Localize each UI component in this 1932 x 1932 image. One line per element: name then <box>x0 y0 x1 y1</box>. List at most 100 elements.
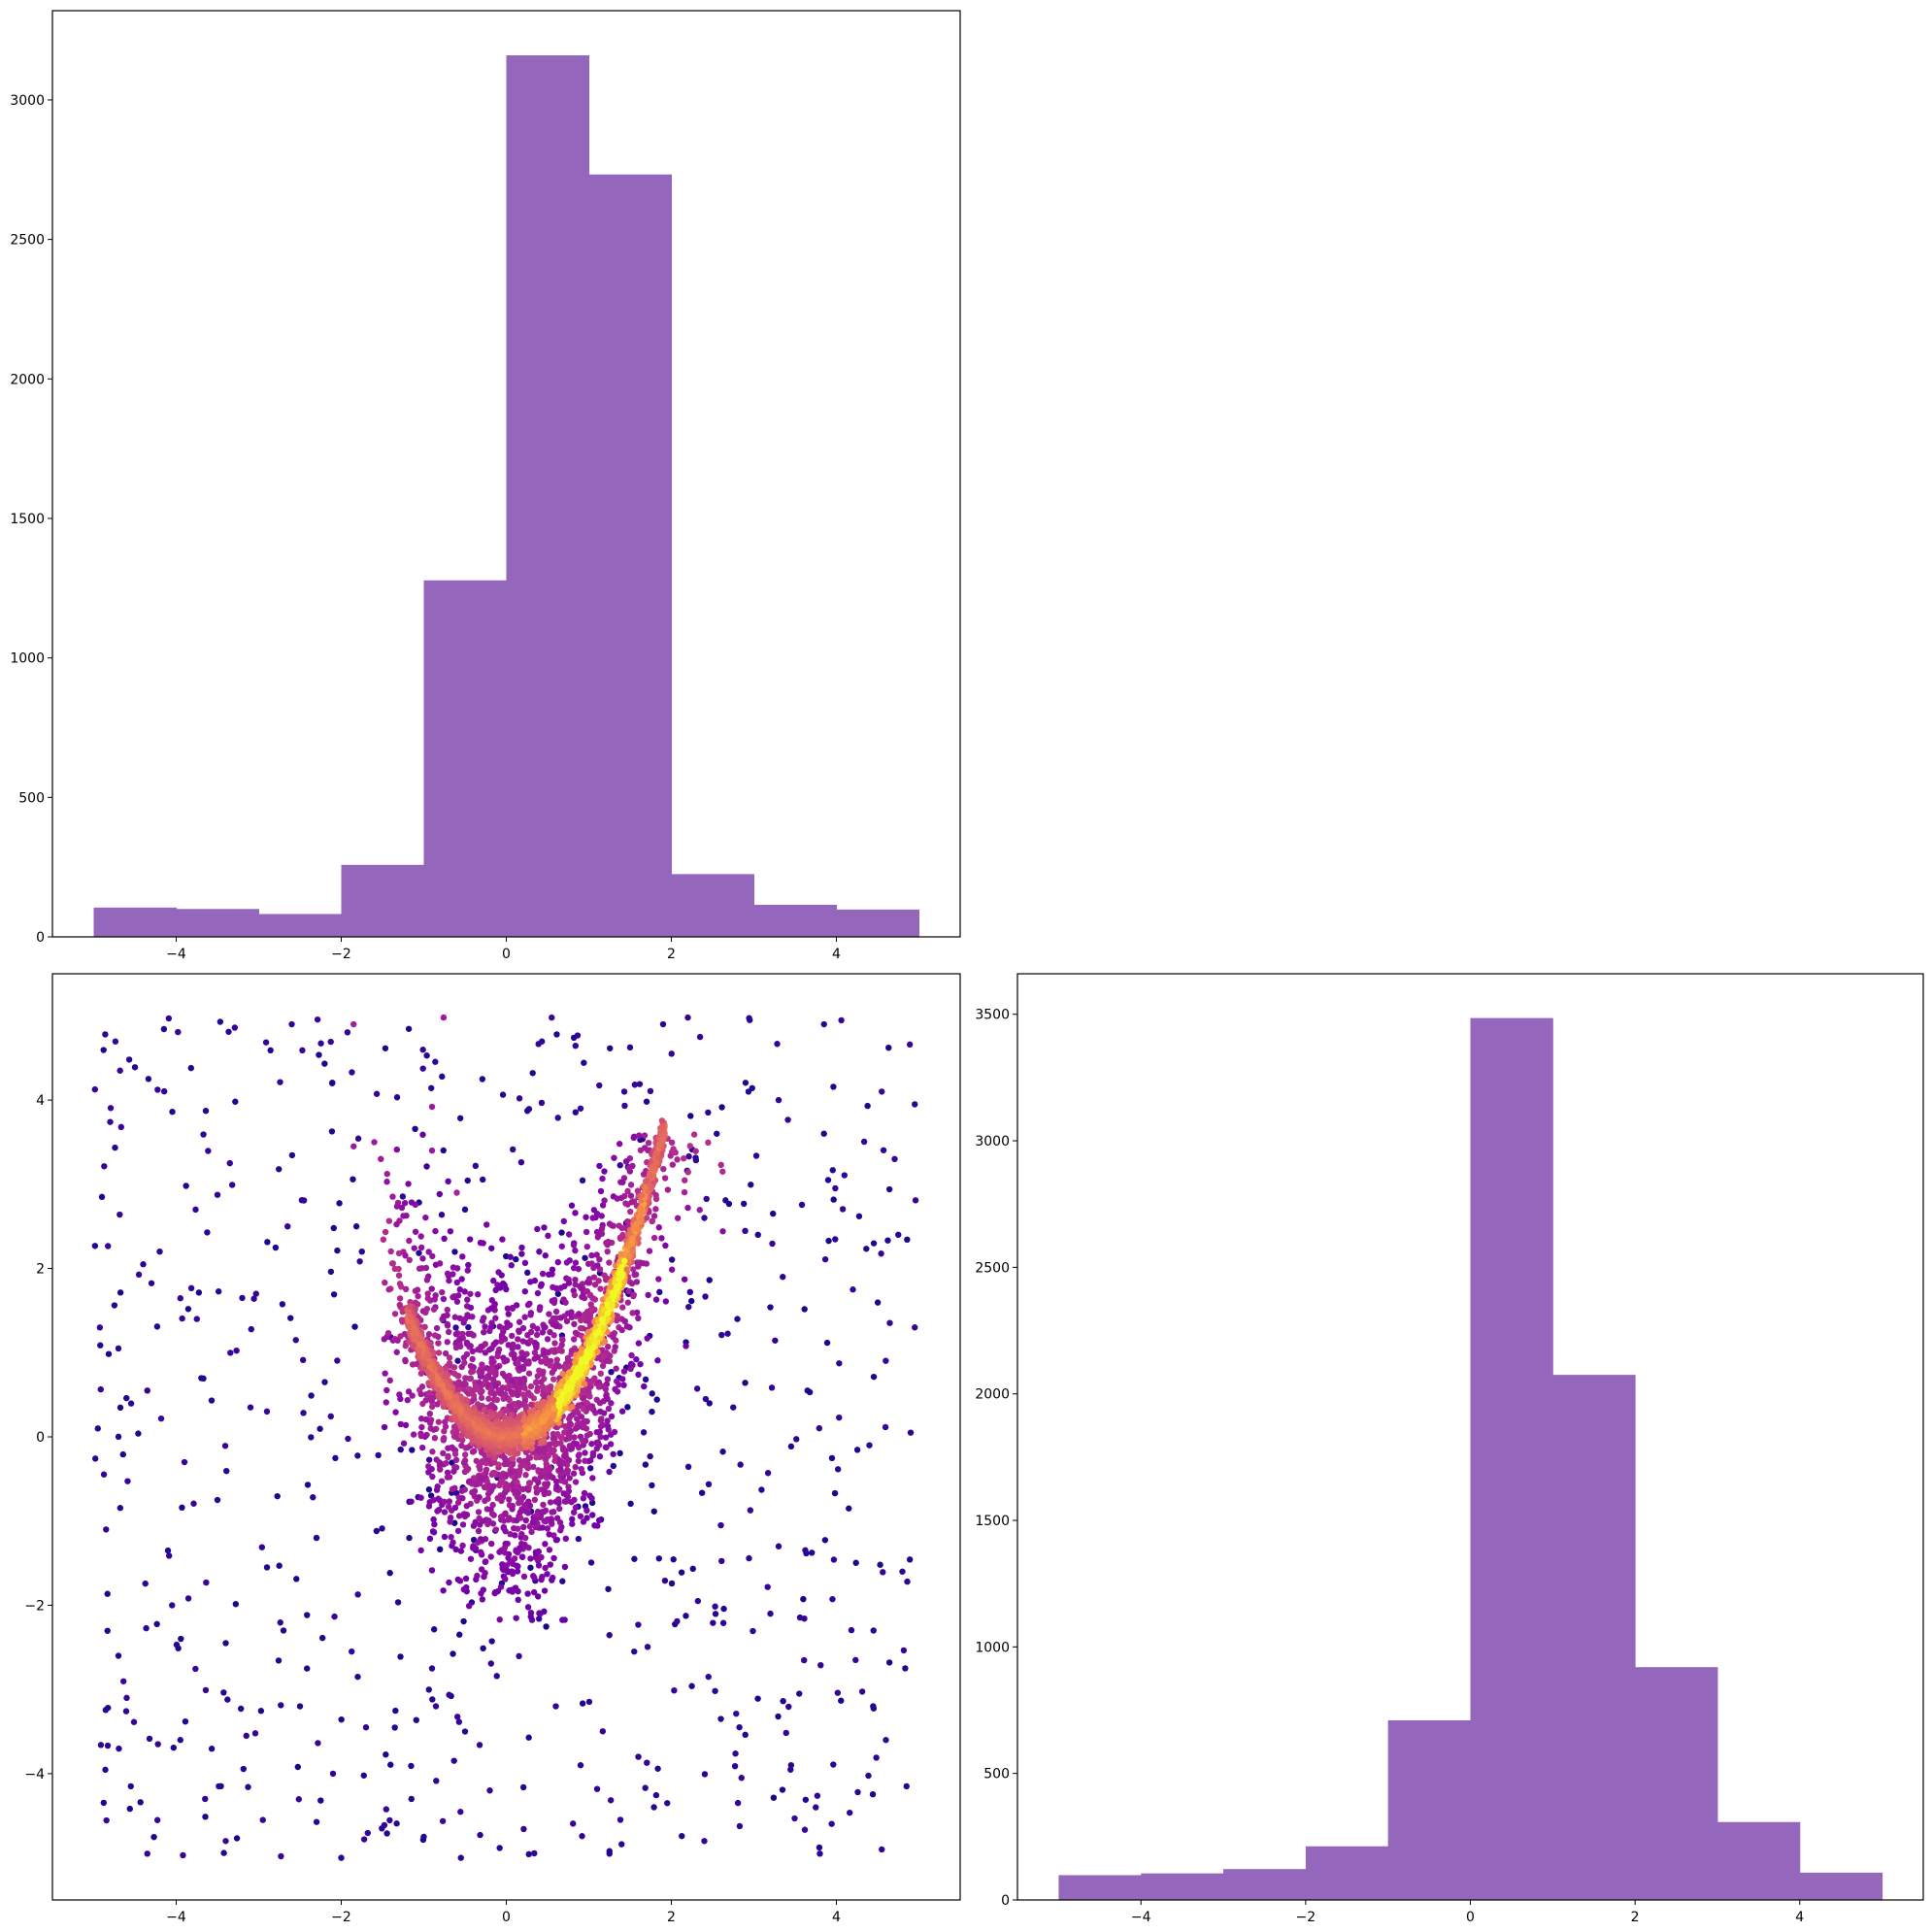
scatter-point <box>746 1015 752 1021</box>
scatter-point <box>688 1682 695 1689</box>
scatter-point <box>202 1795 209 1803</box>
scatter-point <box>654 1357 661 1364</box>
scatter-point <box>263 1408 271 1416</box>
scatter-point <box>452 1330 460 1338</box>
scatter-point <box>394 1337 401 1344</box>
scatter-point <box>772 1337 779 1344</box>
scatter-point <box>456 1286 463 1293</box>
scatter-point <box>479 1076 486 1083</box>
scatter-point <box>417 1494 424 1501</box>
scatter-point <box>451 1504 459 1512</box>
scatter-point <box>453 1265 461 1272</box>
scatter-point <box>231 1024 239 1031</box>
scatter-point <box>487 1389 494 1396</box>
scatter-point <box>640 1429 648 1436</box>
scatter-point <box>623 1266 630 1273</box>
scatter-point <box>588 1260 595 1267</box>
scatter-point <box>696 1033 704 1041</box>
scatter-point <box>382 1045 389 1051</box>
scatter-point <box>467 1343 474 1349</box>
scatter-point <box>402 1421 410 1429</box>
scatter-point <box>293 1576 300 1582</box>
scatter-point <box>648 1183 654 1190</box>
scatter-point <box>678 1569 685 1576</box>
scatter-point <box>912 1101 918 1108</box>
scatter-point <box>483 1221 490 1228</box>
scatter-point <box>488 1319 495 1326</box>
scatter-point <box>572 1329 580 1337</box>
scatter-point <box>299 1047 306 1054</box>
scatter-point <box>578 1465 584 1473</box>
scatter-point <box>542 1323 549 1331</box>
scatter-point <box>428 1403 436 1411</box>
scatter-point <box>525 1370 533 1377</box>
scatter-point <box>629 1310 636 1316</box>
scatter-point <box>126 1805 133 1813</box>
scatter-point <box>233 1347 240 1354</box>
scatter-point <box>399 1318 406 1325</box>
scatter-point <box>203 1579 210 1586</box>
scatter-point <box>91 1455 99 1462</box>
scatter-point <box>409 1447 416 1453</box>
scatter-point <box>226 1159 233 1167</box>
scatter-point <box>596 1162 603 1170</box>
scatter-point <box>124 1478 131 1484</box>
scatter-point <box>146 1735 153 1743</box>
scatter-point <box>633 1356 640 1363</box>
scatter-point <box>547 1418 554 1426</box>
scatter-point <box>541 1587 549 1594</box>
scatter-point <box>288 1151 296 1159</box>
scatter-point <box>514 1479 520 1485</box>
scatter-point <box>222 1640 229 1647</box>
scatter-point <box>650 1234 658 1242</box>
scatter-point <box>597 1370 604 1378</box>
scatter-point <box>508 1411 516 1418</box>
scatter-point <box>462 1575 470 1582</box>
scatter-point <box>906 1556 914 1563</box>
scatter-point <box>509 1560 516 1567</box>
scatter-point <box>276 1166 283 1173</box>
scatter-point <box>517 1462 524 1470</box>
scatter-point <box>742 1227 749 1235</box>
scatter-point <box>565 1231 573 1238</box>
scatter-point <box>461 1316 469 1322</box>
scatter-point <box>511 1555 518 1562</box>
scatter-point <box>461 1451 469 1458</box>
scatter-point <box>764 1470 772 1477</box>
scatter-point <box>738 1775 745 1782</box>
scatter-point <box>425 1456 433 1463</box>
scatter-point <box>577 1513 584 1519</box>
scatter-point <box>179 1504 185 1512</box>
y-tick-label: 1500 <box>10 512 45 527</box>
scatter-point <box>542 1467 549 1475</box>
scatter-point <box>500 1280 507 1287</box>
scatter-point <box>500 1524 508 1532</box>
scatter-point <box>568 1202 576 1209</box>
scatter-point <box>485 1482 493 1489</box>
scatter-point <box>387 1761 394 1768</box>
scatter-point <box>446 1691 452 1698</box>
scatter-point <box>604 1395 611 1402</box>
scatter-point <box>566 1433 574 1441</box>
scatter-point <box>642 1784 649 1791</box>
scatter-point <box>200 1131 207 1138</box>
scatter-point <box>621 1192 628 1200</box>
scatter-point <box>484 1490 492 1497</box>
scatter-point <box>417 1547 424 1554</box>
scatter-point <box>596 1399 604 1407</box>
scatter-point <box>473 1457 480 1464</box>
scatter-point <box>457 1432 465 1439</box>
scatter-point <box>758 1486 765 1493</box>
scatter-point <box>714 1130 720 1137</box>
scatter-point <box>587 1405 595 1412</box>
scatter-point <box>522 1403 529 1410</box>
scatter-point <box>619 1376 626 1382</box>
scatter-point <box>397 1446 404 1453</box>
scatter-point <box>583 1399 590 1407</box>
scatter-point <box>573 1416 581 1422</box>
scatter-point <box>904 1236 911 1244</box>
scatter-point <box>127 1782 134 1790</box>
scatter-point <box>754 1695 761 1702</box>
scatter-point <box>386 1377 393 1384</box>
scatter-point <box>383 1399 389 1406</box>
